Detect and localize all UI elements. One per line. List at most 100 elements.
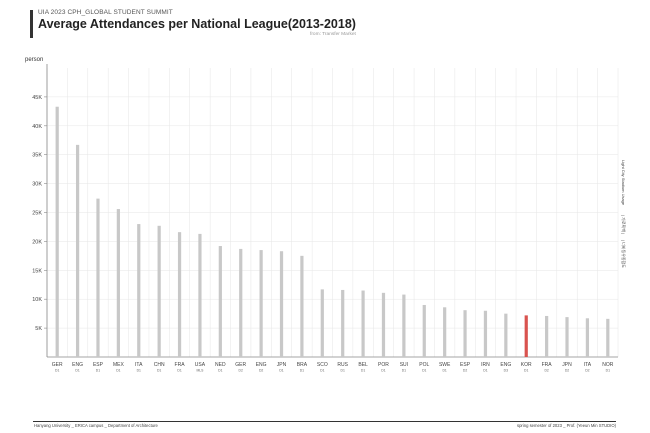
y-axis-label: person <box>25 57 43 63</box>
y-tick-label: 30K <box>32 182 42 188</box>
bar-bra <box>300 255 304 357</box>
x-tick-sublabel: D1 <box>279 369 283 373</box>
bar-jpn <box>565 317 569 357</box>
x-tick-sublabel: D2 <box>239 369 243 373</box>
y-tick-label: 25K <box>32 211 42 217</box>
x-tick-sublabel: D1 <box>96 369 100 373</box>
x-tick-sublabel: D2 <box>463 369 467 373</box>
footer-right-text: spring semester of 2023 _ Prof. (Yeeun M… <box>517 423 616 428</box>
x-tick-label: FRA <box>542 362 553 368</box>
y-tick-label: 5K <box>35 326 42 332</box>
x-tick-label: JPN <box>277 362 287 368</box>
bar-esp <box>463 310 467 357</box>
bar-jpn <box>279 251 284 357</box>
bar-kor <box>524 315 528 357</box>
bar-eng <box>259 250 263 357</box>
x-tick-sublabel: D2 <box>585 369 589 373</box>
bar-pol <box>422 304 426 357</box>
x-tick-sublabel: D1 <box>116 369 120 373</box>
x-tick-label: POR <box>378 362 389 368</box>
x-tick-label: BRA <box>297 362 308 368</box>
x-tick-label: USA <box>195 362 206 368</box>
x-tick-sublabel: D1 <box>55 369 59 373</box>
footer-divider <box>33 421 616 422</box>
bar-ita <box>585 318 590 357</box>
x-tick-label: JPN <box>562 362 572 368</box>
x-tick-label: IRN <box>481 362 490 368</box>
x-tick-label: RUS <box>337 362 348 368</box>
bar-eng <box>75 144 80 357</box>
x-tick-label: ESP <box>460 362 471 368</box>
bar-fra <box>177 232 182 357</box>
chart-header: UIA 2023 CPH_GLOBAL STUDENT SUMMIT Avera… <box>30 8 356 42</box>
chart-title: Average Attendances per National League(… <box>38 17 356 31</box>
y-tick-label: 10K <box>32 297 42 303</box>
bar-usa <box>198 233 202 357</box>
bar-mex <box>116 209 120 357</box>
x-tick-sublabel: D1 <box>402 369 406 373</box>
x-tick-label: GER <box>235 362 246 368</box>
bar-nor <box>606 318 610 357</box>
bar-sui <box>402 294 406 357</box>
x-tick-sublabel: D1 <box>341 369 345 373</box>
x-tick-sublabel: D1 <box>361 369 365 373</box>
bar-ger <box>239 248 243 357</box>
x-tick-label: CHN <box>154 362 165 368</box>
chart-supertitle: UIA 2023 CPH_GLOBAL STUDENT SUMMIT <box>38 9 173 16</box>
y-tick-label: 40K <box>32 124 42 130</box>
bar-esp <box>96 198 100 357</box>
x-tick-sublabel: D3 <box>504 369 508 373</box>
chart-source: from: Transfer Market <box>310 32 356 37</box>
x-tick-label: SWE <box>439 362 451 368</box>
x-tick-sublabel: D1 <box>177 369 181 373</box>
y-tick-label: 45K <box>32 95 42 101</box>
x-tick-sublabel: D1 <box>422 369 426 373</box>
x-tick-sublabel: D1 <box>381 369 385 373</box>
bar-ger <box>55 106 59 357</box>
x-tick-sublabel: D1 <box>320 369 324 373</box>
bar-fra <box>545 315 549 357</box>
y-tick-label: 20K <box>32 239 42 245</box>
x-tick-sublabel: D1 <box>606 369 610 373</box>
x-tick-label: GER <box>52 362 63 368</box>
x-tick-sublabel: MLS <box>196 369 204 373</box>
x-tick-sublabel: D2 <box>259 369 263 373</box>
bar-irn <box>483 310 488 357</box>
x-tick-label: FRA <box>175 362 186 368</box>
x-tick-label: KOR <box>521 362 532 368</box>
header-accent-bar <box>30 10 33 38</box>
x-tick-label: ESP <box>93 362 104 368</box>
bar-eng <box>504 313 508 357</box>
x-tick-label: POL <box>419 362 429 368</box>
x-tick-sublabel: D2 <box>544 369 548 373</box>
x-tick-label: ENG <box>500 362 511 368</box>
x-tick-sublabel: D1 <box>137 369 141 373</box>
x-tick-sublabel: D1 <box>483 369 487 373</box>
x-tick-label: NOR <box>602 362 614 368</box>
x-tick-sublabel: D1 <box>524 369 528 373</box>
x-tick-label: NED <box>215 362 226 368</box>
x-tick-sublabel: D1 <box>300 369 304 373</box>
bar-por <box>381 292 386 357</box>
x-tick-label: ENG <box>72 362 83 368</box>
side-note-1: Light City Stadium Usage <box>621 160 626 206</box>
x-tick-label: MEX <box>113 362 125 368</box>
x-tick-label: SUI <box>400 362 408 368</box>
x-tick-label: SCO <box>317 362 328 368</box>
bar-rus <box>341 289 345 357</box>
x-tick-sublabel: D1 <box>157 369 161 373</box>
x-tick-sublabel: D1 <box>75 369 79 373</box>
x-tick-sublabel: D1 <box>442 369 446 373</box>
y-tick-label: 15K <box>32 268 42 274</box>
x-tick-sublabel: D1 <box>218 369 222 373</box>
bar-bel <box>361 290 365 357</box>
footer-left-text: Hanyang University _ ERICA campus _ Depa… <box>34 423 158 428</box>
bar-swe <box>443 307 447 357</box>
x-tick-sublabel: D2 <box>565 369 569 373</box>
bar-ned <box>218 246 222 357</box>
x-tick-label: ENG <box>256 362 267 368</box>
bar-ita <box>137 224 141 357</box>
x-tick-label: BEL <box>358 362 368 368</box>
bar-sco <box>320 289 324 357</box>
